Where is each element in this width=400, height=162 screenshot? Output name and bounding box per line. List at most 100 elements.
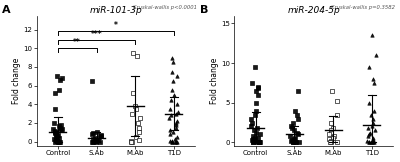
Point bbox=[369, 140, 375, 143]
Point bbox=[248, 117, 254, 120]
Point bbox=[370, 78, 376, 80]
Point bbox=[256, 133, 263, 136]
Point bbox=[167, 133, 174, 135]
Point bbox=[58, 123, 64, 126]
Point bbox=[290, 129, 297, 132]
Point bbox=[52, 140, 58, 143]
Point bbox=[89, 80, 96, 82]
Point bbox=[52, 131, 58, 133]
Point bbox=[365, 127, 371, 129]
Point bbox=[174, 140, 181, 143]
Text: Kruskal-wallis p<0.0001: Kruskal-wallis p<0.0001 bbox=[133, 5, 197, 10]
Point bbox=[52, 92, 58, 94]
Point bbox=[54, 135, 60, 137]
Point bbox=[98, 134, 104, 136]
Point bbox=[370, 139, 377, 141]
Point bbox=[291, 136, 298, 139]
Point bbox=[326, 133, 332, 136]
Point bbox=[326, 138, 332, 140]
Point bbox=[287, 135, 293, 137]
Point bbox=[367, 113, 374, 116]
Point bbox=[370, 137, 376, 140]
Point bbox=[171, 94, 178, 96]
Point bbox=[170, 61, 176, 64]
Point bbox=[136, 139, 142, 141]
Point bbox=[290, 141, 296, 144]
Point bbox=[291, 141, 298, 144]
Point bbox=[328, 139, 334, 142]
Point bbox=[134, 122, 141, 124]
Point bbox=[56, 89, 62, 92]
Point bbox=[366, 133, 372, 136]
Point bbox=[54, 75, 60, 78]
Point bbox=[329, 90, 335, 92]
Point bbox=[169, 89, 175, 92]
Point bbox=[290, 138, 297, 140]
Point bbox=[173, 126, 180, 129]
Point bbox=[256, 141, 263, 143]
Point bbox=[50, 122, 57, 124]
Point bbox=[328, 129, 334, 132]
Point bbox=[256, 141, 262, 144]
Point bbox=[292, 109, 298, 112]
Title: miR-204-5p: miR-204-5p bbox=[287, 6, 340, 15]
Point bbox=[57, 140, 64, 143]
Point bbox=[250, 139, 257, 142]
Point bbox=[364, 135, 371, 137]
Point bbox=[167, 98, 174, 101]
Point bbox=[255, 141, 262, 144]
Text: B: B bbox=[200, 5, 208, 15]
Point bbox=[255, 137, 261, 140]
Point bbox=[166, 117, 172, 120]
Point bbox=[128, 140, 134, 143]
Point bbox=[290, 121, 296, 124]
Point bbox=[250, 138, 256, 140]
Point bbox=[255, 87, 261, 90]
Point bbox=[54, 140, 61, 142]
Point bbox=[169, 56, 176, 59]
Point bbox=[249, 139, 255, 141]
Point bbox=[249, 82, 256, 84]
Point bbox=[56, 126, 63, 129]
Point bbox=[366, 101, 372, 104]
Point bbox=[290, 140, 296, 143]
Point bbox=[371, 109, 377, 112]
Y-axis label: Fold change: Fold change bbox=[12, 58, 21, 104]
Point bbox=[132, 108, 139, 110]
Point bbox=[251, 129, 257, 132]
Point bbox=[249, 140, 256, 143]
Point bbox=[371, 82, 377, 84]
Text: **: ** bbox=[73, 38, 81, 47]
Point bbox=[254, 141, 260, 144]
Point bbox=[173, 140, 179, 143]
Point bbox=[93, 140, 100, 143]
Point bbox=[173, 112, 180, 115]
Point bbox=[173, 123, 179, 126]
Point bbox=[294, 113, 300, 116]
Point bbox=[52, 108, 58, 110]
Point bbox=[169, 140, 175, 143]
Point bbox=[368, 34, 375, 37]
Point bbox=[288, 125, 294, 128]
Point bbox=[250, 141, 256, 144]
Point bbox=[366, 66, 372, 68]
Text: A: A bbox=[2, 5, 10, 15]
Point bbox=[167, 108, 173, 110]
Point bbox=[53, 133, 59, 135]
Point bbox=[56, 140, 62, 143]
Point bbox=[169, 131, 176, 133]
Point bbox=[52, 132, 58, 134]
Point bbox=[295, 141, 302, 144]
Point bbox=[328, 141, 334, 144]
Point bbox=[94, 131, 101, 133]
Point bbox=[289, 127, 295, 129]
Point bbox=[174, 103, 180, 106]
Point bbox=[326, 141, 333, 144]
Point bbox=[93, 139, 99, 142]
Text: Kruskal-wallis p=0.3582: Kruskal-wallis p=0.3582 bbox=[331, 5, 395, 10]
Point bbox=[334, 113, 340, 116]
Point bbox=[249, 121, 255, 124]
Point bbox=[57, 79, 63, 81]
Point bbox=[364, 139, 370, 142]
Point bbox=[92, 137, 98, 139]
